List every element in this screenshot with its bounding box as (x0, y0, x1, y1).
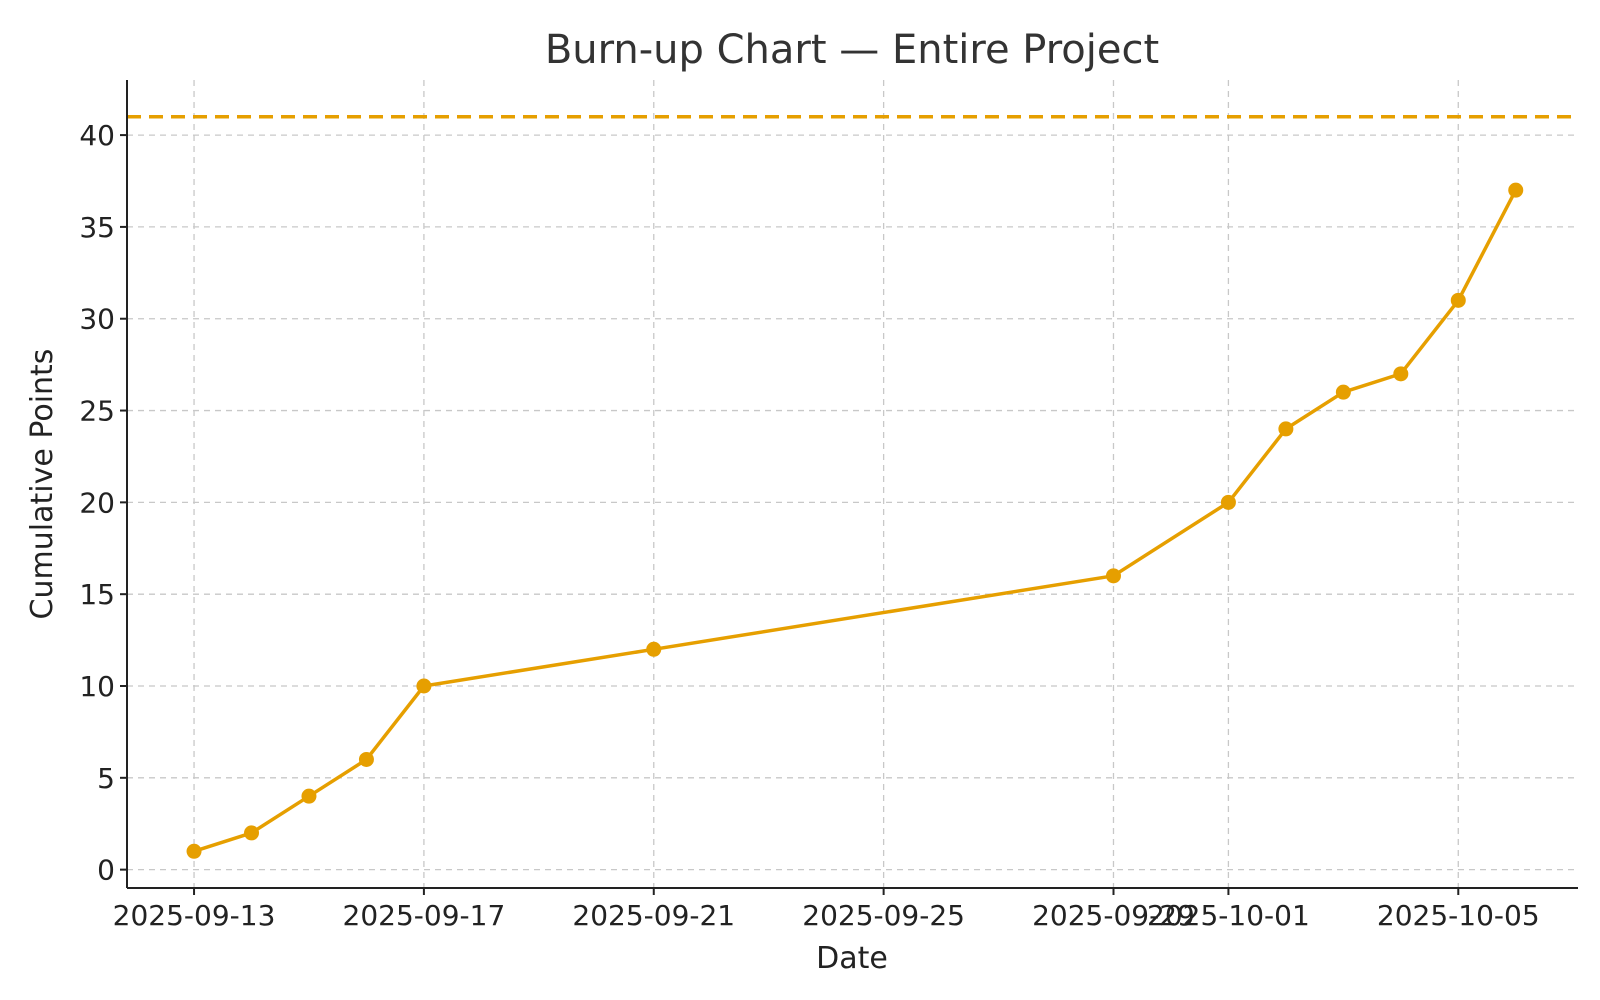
data-point (1450, 292, 1466, 308)
tick-labels: 0 5 10 15 20 25 30 35 40 2025-09-13 2025-09-17 2025… (79, 119, 1539, 932)
series (186, 182, 1524, 859)
x-tick-label: 2025-10-05 (1377, 899, 1540, 932)
y-tick-label: 15 (79, 578, 115, 611)
data-point (358, 751, 374, 767)
data-point (646, 641, 662, 657)
y-tick-label: 5 (97, 762, 115, 795)
x-axis-label: Date (816, 941, 888, 976)
y-tick-label: 20 (79, 486, 115, 519)
x-tick-label: 2025-09-25 (802, 899, 965, 932)
x-tick-label: 2025-10-01 (1147, 899, 1310, 932)
x-tick-label: 2025-09-29 (1032, 899, 1195, 932)
axes (120, 80, 1578, 895)
data-point (1105, 568, 1121, 584)
data-point (244, 825, 260, 841)
data-point (1335, 384, 1351, 400)
data-point (1393, 366, 1409, 382)
chart-title: Burn-up Chart — Entire Project (545, 27, 1159, 73)
y-tick-label: 40 (79, 119, 115, 152)
data-point (1278, 421, 1294, 437)
x-tick-label: 2025-09-21 (572, 899, 735, 932)
data-point (1220, 494, 1236, 510)
y-tick-label: 10 (79, 670, 115, 703)
y-tick-label: 0 (97, 854, 115, 887)
data-point (186, 843, 202, 859)
y-tick-label: 30 (79, 303, 115, 336)
data-point (301, 788, 317, 804)
data-point (1508, 182, 1524, 198)
series-line (193, 189, 1518, 853)
y-tick-label: 25 (79, 395, 115, 428)
x-tick-label: 2025-09-13 (113, 899, 276, 932)
y-tick-label: 35 (79, 211, 115, 244)
grid (127, 80, 1578, 888)
data-point (416, 678, 432, 694)
x-tick-label: 2025-09-17 (343, 899, 506, 932)
y-axis-label: Cumulative Points (25, 349, 60, 620)
